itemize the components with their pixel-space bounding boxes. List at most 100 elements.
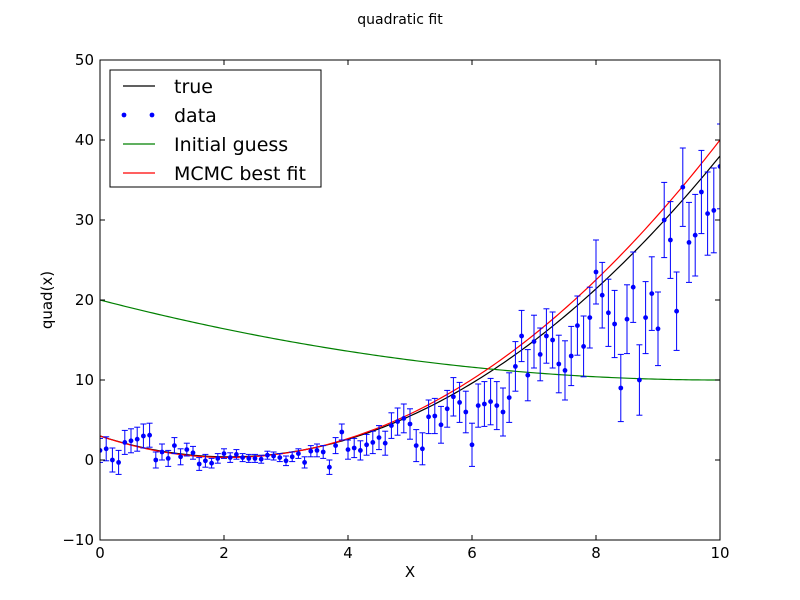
data-point (172, 443, 177, 448)
legend-label-mcmc-best-fit: MCMC best fit (174, 163, 306, 185)
data-point (686, 240, 692, 245)
data-point (302, 460, 307, 465)
x-axis-label: X (405, 563, 415, 581)
data-point (351, 445, 357, 451)
legend-marker-dot (149, 112, 155, 118)
data-point (141, 433, 146, 439)
data-point (345, 447, 351, 452)
data-point (463, 409, 469, 415)
data-point (184, 447, 190, 452)
data-point (519, 333, 524, 339)
data-point (655, 326, 661, 332)
data-point (265, 452, 270, 458)
data-point (413, 443, 419, 448)
legend-box (109, 69, 322, 188)
data-point (444, 406, 450, 412)
data-point (475, 403, 481, 408)
data-point (674, 308, 679, 314)
data-point (178, 454, 184, 460)
data-point (153, 457, 159, 463)
data-point (296, 451, 301, 456)
legend: true data Initial guess MCMC best fit (109, 69, 322, 188)
data-point (407, 421, 413, 427)
data-point (283, 458, 289, 464)
data-point (562, 368, 568, 373)
data-point (314, 448, 320, 453)
data-point (568, 353, 574, 359)
data-point (599, 292, 605, 298)
y-tick-label: 50 (75, 51, 94, 69)
data-point (717, 164, 720, 169)
data-point (643, 315, 648, 320)
data-point (711, 208, 717, 213)
data-point (203, 458, 208, 464)
series-line-initial-guess (100, 299, 720, 381)
y-tick-label: 20 (75, 291, 94, 309)
data-point (370, 440, 376, 445)
data-point (103, 446, 109, 452)
data-point (209, 460, 215, 466)
legend-label-data: data (174, 105, 217, 127)
data-point (556, 361, 562, 367)
data-point (339, 429, 345, 435)
x-tick-label: 4 (343, 544, 353, 562)
data-point (488, 399, 493, 404)
data-point (252, 456, 258, 461)
y-tick-label: 0 (84, 451, 94, 469)
data-point (333, 443, 338, 448)
y-tick-label: 10 (75, 371, 94, 389)
data-point (308, 448, 314, 454)
data-point (513, 364, 518, 369)
data-point (240, 455, 246, 460)
data-point (531, 339, 537, 344)
data-point (165, 456, 171, 461)
data-point (159, 449, 165, 455)
data-point (358, 448, 363, 453)
data-point (612, 321, 617, 327)
x-tick-label: 0 (95, 544, 105, 562)
data-point (692, 232, 698, 238)
data-point (624, 316, 630, 322)
data-point (482, 401, 487, 407)
data-point (221, 451, 227, 456)
legend-marker-dot (121, 112, 127, 118)
data-point (457, 400, 462, 405)
data-point (506, 395, 512, 400)
data-point (606, 310, 611, 316)
data-point (196, 461, 202, 467)
chart-title: quadratic fit (357, 12, 443, 28)
data-point (382, 440, 388, 446)
x-tick-label: 2 (219, 544, 229, 562)
data-point (128, 438, 134, 444)
data-point (661, 217, 667, 223)
data-point (494, 403, 500, 408)
data-point (277, 455, 283, 460)
data-point (271, 453, 276, 459)
data-point (550, 337, 555, 343)
legend-label-initial-guess: Initial guess (174, 134, 288, 156)
data-point (680, 184, 686, 190)
data-point (705, 211, 710, 217)
data-point (234, 452, 239, 457)
data-point (575, 323, 580, 328)
data-point (246, 456, 252, 461)
y-tick-label: 30 (75, 211, 94, 229)
data-point (122, 440, 128, 445)
data-point (190, 450, 196, 456)
y-tick-label: 40 (75, 131, 94, 149)
data-point (630, 284, 636, 290)
data-point (544, 333, 549, 339)
data-point (134, 436, 140, 442)
data-point (500, 409, 506, 415)
legend-label-true: true (174, 76, 213, 98)
data-point (668, 237, 673, 243)
data-point (289, 454, 295, 460)
data-point (215, 456, 221, 461)
data-point (593, 269, 599, 275)
data-point (401, 416, 407, 421)
x-tick-label: 6 (467, 544, 477, 562)
data-layer (100, 123, 720, 475)
x-tick-label: 10 (710, 544, 729, 562)
data-point (525, 372, 531, 378)
